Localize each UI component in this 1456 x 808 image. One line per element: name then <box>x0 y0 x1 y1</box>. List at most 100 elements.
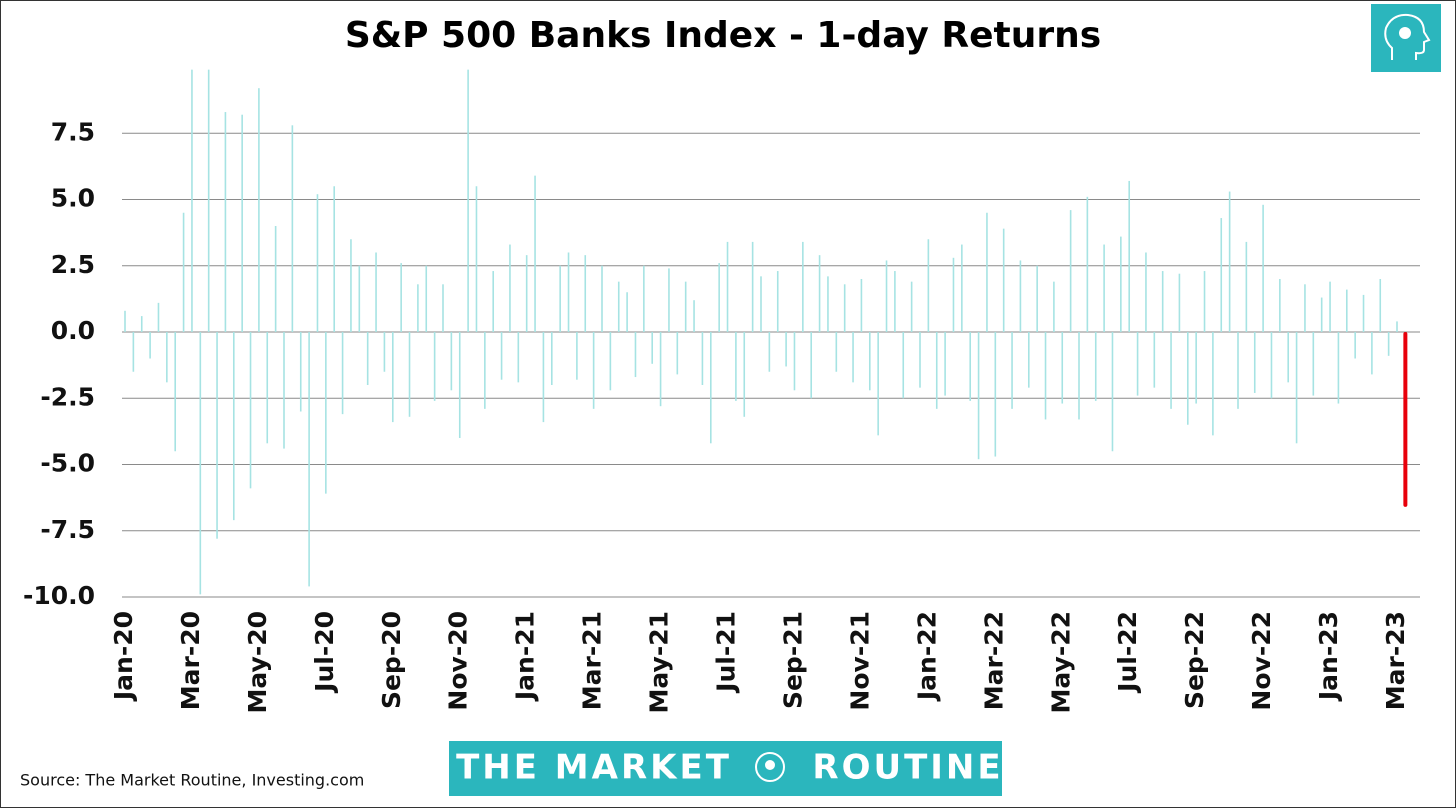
bar <box>358 265 361 332</box>
bar <box>425 265 428 332</box>
bar <box>408 332 411 417</box>
bar <box>1019 260 1022 332</box>
bar <box>1228 191 1231 332</box>
bar <box>1120 236 1122 332</box>
x-tick-label: Nov-20 <box>444 611 473 711</box>
bar <box>760 276 762 332</box>
bar <box>232 332 235 521</box>
bar <box>207 69 210 333</box>
bar <box>1161 271 1164 332</box>
bar <box>1011 332 1013 409</box>
bar <box>843 284 846 332</box>
x-tick-label: Mar-23 <box>1381 611 1410 710</box>
bar <box>944 332 946 396</box>
bar <box>927 239 930 332</box>
bar <box>977 332 980 460</box>
bar <box>258 88 260 332</box>
bar <box>174 332 177 452</box>
bar <box>877 332 879 436</box>
bar <box>433 332 436 401</box>
bar <box>1002 228 1005 332</box>
bar <box>450 332 453 391</box>
bar <box>517 332 520 383</box>
bar <box>316 194 319 332</box>
bar <box>1195 332 1197 404</box>
bar <box>1186 332 1189 425</box>
bar <box>1304 284 1306 332</box>
bar <box>902 332 905 399</box>
plot-area: -10.0 -7.5 -5.0 -2.5 0.0 2.5 5.0 7.5 Jan-20 Mar-2… <box>23 69 1420 713</box>
bar <box>852 332 854 383</box>
bar <box>1403 332 1408 507</box>
bar <box>1069 210 1072 332</box>
bar <box>693 300 695 332</box>
bar <box>1253 332 1256 393</box>
bar <box>1078 332 1080 420</box>
bar <box>1270 332 1273 399</box>
bar <box>1279 279 1281 332</box>
bar <box>224 112 227 332</box>
bar <box>182 212 185 332</box>
bar <box>283 332 285 449</box>
bar <box>467 69 469 333</box>
bar <box>768 332 771 372</box>
bar <box>1053 281 1055 332</box>
bar <box>534 175 536 332</box>
bar <box>1320 297 1323 332</box>
logo-icon <box>1371 4 1441 72</box>
x-tick-label: Nov-22 <box>1247 611 1276 711</box>
bar <box>291 125 294 332</box>
bar <box>1396 321 1398 332</box>
bar <box>1178 273 1181 332</box>
bar <box>1287 332 1290 383</box>
bar <box>827 276 829 332</box>
bar <box>166 332 168 383</box>
bar <box>601 265 603 332</box>
bar <box>668 268 670 332</box>
y-tick-label: 0.0 <box>51 316 95 345</box>
x-tick-label: Mar-20 <box>176 611 205 710</box>
x-tick-label: Sep-21 <box>778 611 807 709</box>
bar <box>810 332 813 399</box>
x-tick-label: Jan-21 <box>511 611 540 702</box>
y-tick-label: 5.0 <box>51 184 95 213</box>
bar <box>500 332 503 380</box>
bar <box>1262 204 1264 332</box>
bar <box>1027 332 1030 388</box>
x-tick-label: Sep-22 <box>1180 611 1209 709</box>
bar <box>743 332 746 417</box>
bar <box>986 212 988 332</box>
bar <box>1295 332 1298 444</box>
bar <box>684 281 687 332</box>
y-tick-label: 7.5 <box>51 117 95 146</box>
y-tick-label: -5.0 <box>40 449 95 478</box>
bar <box>1103 244 1105 332</box>
bar <box>484 332 486 409</box>
bar <box>249 332 252 489</box>
x-tick-label: Jul-21 <box>712 611 741 694</box>
bar <box>802 241 804 332</box>
x-tick-label: Mar-22 <box>979 611 1008 710</box>
bar <box>400 263 402 332</box>
bar <box>793 332 796 391</box>
bar <box>391 332 394 423</box>
bar <box>1136 332 1139 396</box>
y-tick-label: -2.5 <box>40 382 95 411</box>
bar <box>492 271 495 332</box>
bar <box>475 186 478 332</box>
chart-title: S&P 500 Banks Index - 1-day Returns <box>345 15 1101 56</box>
x-tick-label: Sep-20 <box>377 611 406 709</box>
bar <box>241 114 243 332</box>
bar <box>701 332 704 385</box>
x-tick-label: Jul-22 <box>1113 611 1142 694</box>
bar <box>132 332 135 372</box>
bar <box>1145 252 1147 332</box>
brand-right: ROUTINE <box>812 748 1003 788</box>
bar <box>785 332 787 367</box>
bar <box>952 257 955 332</box>
x-tick-label: May-20 <box>243 611 272 713</box>
y-tick-label: -10.0 <box>23 581 95 610</box>
bar <box>659 332 662 407</box>
x-tick-label: Jan-20 <box>109 611 138 702</box>
